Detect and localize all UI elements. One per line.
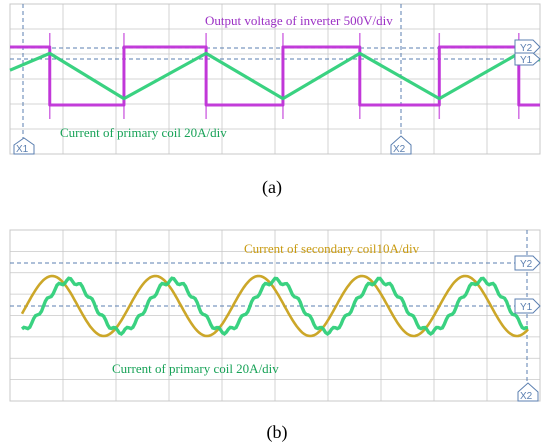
- panel-b-marker-y1: Y1: [514, 298, 541, 314]
- panel-b-caption: (b): [267, 422, 288, 443]
- panel-b-top-annotation: Current of secondary coil10A/div: [244, 241, 420, 256]
- series-green-sine-line: [20, 276, 529, 337]
- panel-a-y2-label: Y2: [520, 43, 533, 54]
- panel-b-marker-x2: X2: [517, 382, 539, 402]
- panel-a-marker-y2: Y2: [514, 39, 541, 55]
- panel-a-top-annotation: Output voltage of inverter 500V/div: [205, 13, 393, 28]
- panel-a-x1-label: X1: [16, 144, 29, 155]
- panel-a-bottom-annotation: Current of primary coil 20A/div: [60, 125, 227, 140]
- panel-b-marker-y2: Y2: [514, 255, 541, 271]
- series-triangle-line: [9, 51, 541, 101]
- panel-b-x2-label: X2: [520, 391, 533, 402]
- panel-b-traces: [20, 274, 529, 338]
- panel-a-marker-x1: X1: [13, 137, 35, 155]
- panel-a-marker-x2: X2: [390, 135, 412, 155]
- panel-a-cursors: [10, 4, 516, 140]
- panel-a: Output voltage of inverter 500V/div Curr…: [9, 3, 541, 155]
- panel-b: Current of secondary coil10A/div Current…: [9, 229, 541, 402]
- panel-b-y1-label: Y1: [520, 302, 533, 313]
- panel-a-y1-label: Y1: [520, 55, 533, 66]
- panel-a-marker-y1: Y1: [514, 52, 541, 66]
- panel-a-x2-label: X2: [393, 144, 406, 155]
- panel-a-caption: (a): [262, 177, 282, 198]
- series-gold-sine-line: [20, 274, 529, 338]
- panel-b-bottom-annotation: Current of primary coil 20A/div: [112, 361, 279, 376]
- panel-b-y2-label: Y2: [520, 259, 533, 270]
